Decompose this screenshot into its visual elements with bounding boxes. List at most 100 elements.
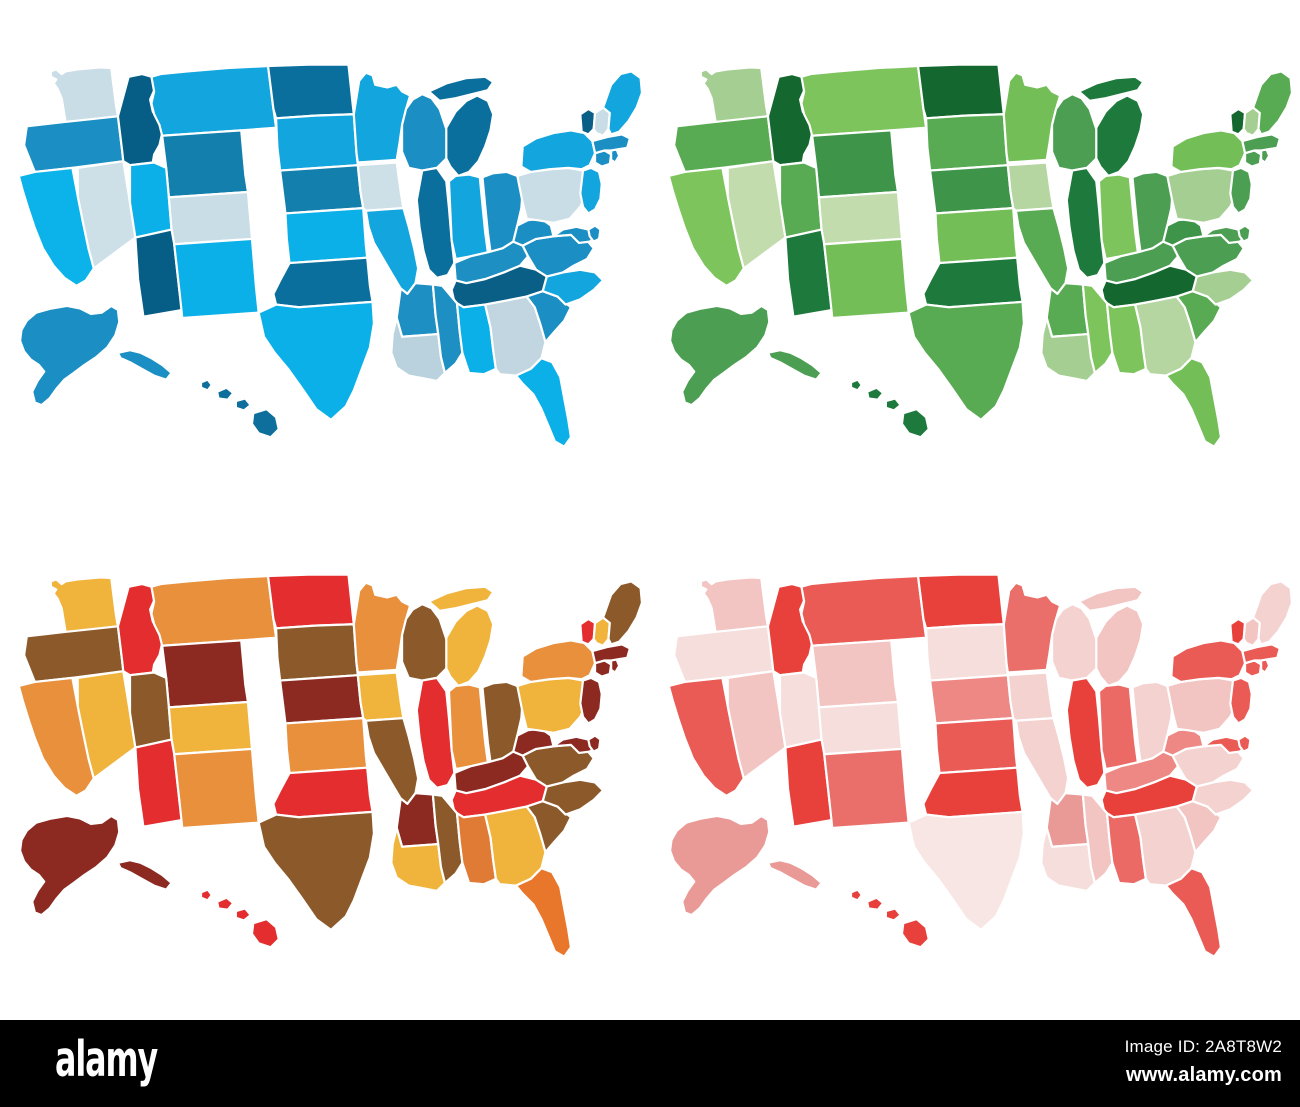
state-hi[interactable]: Hawaii — [867, 898, 883, 910]
state-ok[interactable]: Oklahoma — [273, 258, 372, 308]
state-ak[interactable]: Alaska — [20, 816, 119, 915]
map-panel-orange[interactable]: WashingtonOregonCaliforniaNevadaIdahoMon… — [0, 510, 650, 1020]
state-hi[interactable]: Hawaii — [886, 398, 901, 410]
state-la[interactable]: Louisiana — [1041, 318, 1095, 381]
state-nd[interactable]: North Dakota — [268, 575, 354, 629]
state-ut[interactable]: Utah — [780, 163, 822, 238]
state-ca[interactable]: California — [669, 678, 744, 796]
state-nd[interactable]: North Dakota — [268, 65, 354, 119]
state-ak[interactable]: Alaska — [768, 860, 822, 889]
state-mn[interactable]: Minnesota — [1004, 73, 1060, 163]
state-mt[interactable]: Montana — [801, 576, 926, 646]
state-il[interactable]: Illinois — [1067, 678, 1105, 788]
state-wi[interactable]: Wisconsin — [402, 604, 450, 680]
state-ar[interactable]: Arkansas — [397, 283, 439, 337]
state-tx[interactable]: Texas — [259, 812, 374, 930]
state-ne[interactable]: Nebraska — [280, 165, 363, 213]
state-ga[interactable]: Georgia — [1135, 297, 1195, 376]
state-hi[interactable]: Hawaii — [902, 919, 929, 947]
state-vt[interactable]: Vermont — [580, 619, 595, 644]
map-panel-green[interactable]: WashingtonOregonCaliforniaNevadaIdahoMon… — [650, 0, 1300, 510]
state-ks[interactable]: Kansas — [935, 208, 1017, 263]
state-ak[interactable]: Alaska — [118, 350, 172, 379]
state-hi[interactable]: Hawaii — [886, 908, 901, 920]
state-ne[interactable]: Nebraska — [930, 675, 1013, 723]
state-ar[interactable]: Arkansas — [1047, 283, 1089, 337]
state-nd[interactable]: North Dakota — [918, 65, 1004, 119]
state-mt[interactable]: Montana — [151, 576, 276, 646]
state-tx[interactable]: Texas — [259, 302, 374, 420]
state-ar[interactable]: Arkansas — [1047, 793, 1089, 847]
state-la[interactable]: Louisiana — [391, 318, 445, 381]
state-ut[interactable]: Utah — [130, 673, 172, 748]
state-wi[interactable]: Wisconsin — [402, 94, 450, 170]
state-me[interactable]: Maine — [603, 71, 642, 134]
state-mi[interactable]: Michigan — [1079, 587, 1143, 611]
state-nv[interactable]: Nevada — [78, 671, 136, 778]
state-ak[interactable]: Alaska — [670, 816, 769, 915]
state-in[interactable]: Indiana — [449, 685, 488, 769]
state-il[interactable]: Illinois — [417, 678, 455, 788]
state-ok[interactable]: Oklahoma — [923, 258, 1022, 308]
state-wv[interactable]: West Virginia — [1163, 219, 1203, 246]
state-nv[interactable]: Nevada — [78, 161, 136, 268]
state-wy[interactable]: Wyoming — [162, 130, 248, 197]
state-pa[interactable]: Pennsylvania — [1167, 168, 1239, 223]
state-ma[interactable]: Massachusetts — [1242, 134, 1280, 153]
state-wa[interactable]: Washington — [51, 577, 118, 632]
state-hi[interactable]: Hawaii — [851, 380, 862, 391]
state-me[interactable]: Maine — [603, 581, 642, 644]
state-wi[interactable]: Wisconsin — [1052, 94, 1100, 170]
state-fl[interactable]: Florida — [516, 868, 571, 956]
state-mi[interactable]: Michigan — [1096, 606, 1143, 686]
state-vt[interactable]: Vermont — [580, 109, 595, 134]
state-ut[interactable]: Utah — [130, 163, 172, 238]
state-nm[interactable]: New Mexico — [174, 239, 258, 318]
state-mn[interactable]: Minnesota — [354, 73, 410, 163]
state-wa[interactable]: Washington — [701, 67, 768, 122]
state-mi[interactable]: Michigan — [429, 77, 493, 101]
state-wi[interactable]: Wisconsin — [1052, 604, 1100, 680]
state-ma[interactable]: Massachusetts — [592, 134, 630, 153]
state-wa[interactable]: Washington — [51, 67, 118, 122]
state-co[interactable]: Colorado — [169, 702, 252, 754]
state-la[interactable]: Louisiana — [391, 828, 445, 891]
state-in[interactable]: Indiana — [449, 175, 488, 259]
map-panel-blue[interactable]: WashingtonOregonCaliforniaNevadaIdahoMon… — [0, 0, 650, 510]
state-il[interactable]: Illinois — [1067, 168, 1105, 278]
state-nm[interactable]: New Mexico — [824, 239, 908, 318]
state-tx[interactable]: Texas — [909, 812, 1024, 930]
state-ne[interactable]: Nebraska — [280, 675, 363, 723]
state-hi[interactable]: Hawaii — [217, 898, 233, 910]
state-ny[interactable]: New York — [521, 130, 595, 172]
state-nj[interactable]: New Jersey — [580, 168, 601, 214]
state-pa[interactable]: Pennsylvania — [517, 168, 589, 223]
state-nm[interactable]: New Mexico — [824, 749, 908, 828]
state-wy[interactable]: Wyoming — [162, 640, 248, 707]
state-hi[interactable]: Hawaii — [201, 380, 212, 391]
state-pa[interactable]: Pennsylvania — [517, 678, 589, 733]
state-nv[interactable]: Nevada — [728, 161, 786, 268]
state-de[interactable]: Delaware — [1238, 226, 1250, 242]
state-me[interactable]: Maine — [1253, 581, 1292, 644]
state-ca[interactable]: California — [19, 678, 94, 796]
state-nj[interactable]: New Jersey — [1230, 168, 1251, 214]
state-mt[interactable]: Montana — [151, 66, 276, 136]
state-fl[interactable]: Florida — [1166, 868, 1221, 956]
state-wv[interactable]: West Virginia — [513, 219, 553, 246]
state-mo[interactable]: Missouri — [1016, 718, 1068, 804]
state-ak[interactable]: Alaska — [118, 860, 172, 889]
state-ca[interactable]: California — [669, 168, 744, 286]
state-ar[interactable]: Arkansas — [397, 793, 439, 847]
state-nm[interactable]: New Mexico — [174, 749, 258, 828]
map-panel-red[interactable]: WashingtonOregonCaliforniaNevadaIdahoMon… — [650, 510, 1300, 1020]
state-me[interactable]: Maine — [1253, 71, 1292, 134]
state-ak[interactable]: Alaska — [670, 306, 769, 405]
state-ks[interactable]: Kansas — [285, 718, 367, 773]
state-ak[interactable]: Alaska — [768, 350, 822, 379]
state-ia[interactable]: Iowa — [1008, 673, 1054, 721]
state-ok[interactable]: Oklahoma — [923, 768, 1022, 818]
state-mo[interactable]: Missouri — [366, 208, 418, 294]
state-ia[interactable]: Iowa — [358, 673, 404, 721]
state-ia[interactable]: Iowa — [358, 163, 404, 211]
